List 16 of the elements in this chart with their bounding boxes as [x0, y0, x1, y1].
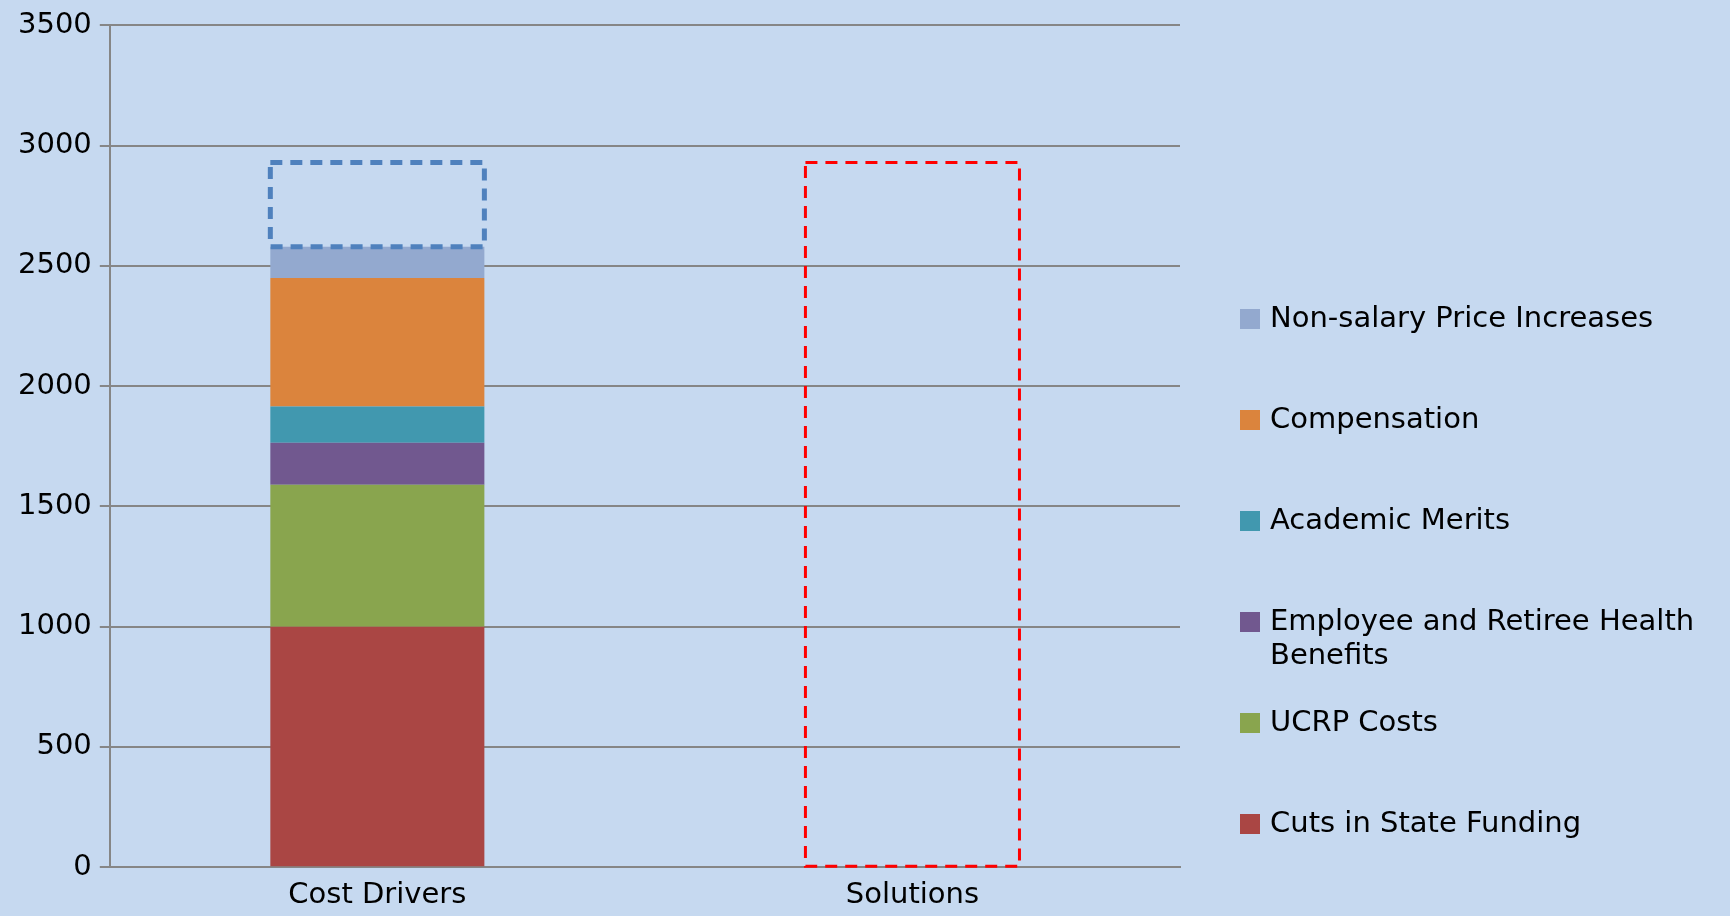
y-tick-label: 3500	[17, 5, 92, 40]
y-tick-label: 2000	[17, 366, 92, 401]
x-tick-label: Solutions	[845, 876, 980, 911]
y-tick-label: 0	[73, 847, 92, 882]
legend-label: Employee and Retiree Health Benefits	[1270, 603, 1696, 671]
x-tick-label: Cost Drivers	[288, 876, 467, 911]
y-tick-label: 2500	[17, 246, 92, 281]
legend-label: UCRP Costs	[1270, 704, 1438, 738]
legend-label: Non-salary Price Increases	[1270, 300, 1654, 334]
y-tick-label: 3000	[17, 126, 92, 161]
legend-label: Compensation	[1270, 401, 1480, 435]
legend-label: Academic Merits	[1270, 502, 1511, 536]
y-tick-label: 1000	[17, 607, 92, 642]
legend-label: Cuts in State Funding	[1270, 805, 1582, 839]
y-tick-label: 1500	[17, 486, 92, 521]
y-tick-label: 500	[36, 727, 92, 762]
